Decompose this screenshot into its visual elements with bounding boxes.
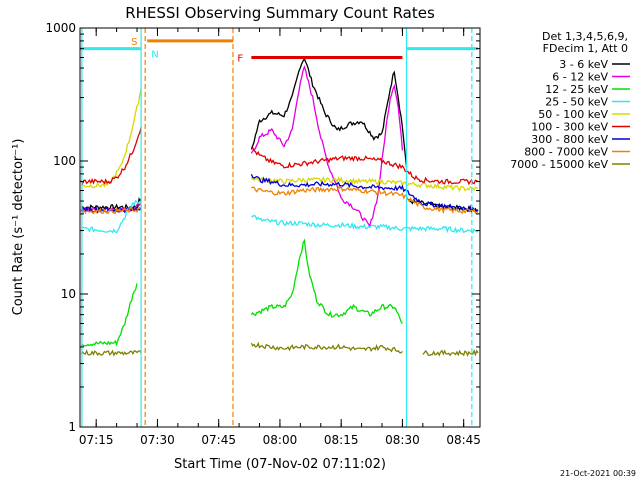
x-tick-label-3: 08:00 bbox=[263, 433, 298, 447]
x-tick-label-2: 07:45 bbox=[201, 433, 236, 447]
legend-label-0: 3 - 6 keV bbox=[559, 58, 608, 71]
series-line-7-1 bbox=[251, 185, 479, 215]
series-line-8-1 bbox=[250, 341, 403, 354]
series-line-2-1 bbox=[250, 238, 403, 324]
series-line-7-0 bbox=[80, 206, 142, 215]
y-tick-label-0: 1 bbox=[68, 420, 76, 434]
series-line-8-2 bbox=[422, 348, 479, 357]
series-line-4-1 bbox=[250, 175, 479, 192]
legend-label-6: 300 - 800 keV bbox=[531, 133, 608, 146]
series-line-6-1 bbox=[250, 173, 479, 214]
chart-title: RHESSI Observing Summary Count Rates bbox=[125, 4, 435, 22]
series-line-0-1 bbox=[250, 57, 408, 168]
legend-label-8: 7000 - 15000 keV bbox=[510, 158, 608, 171]
y-tick-label-2: 100 bbox=[53, 154, 76, 168]
series-line-3-0 bbox=[81, 199, 142, 234]
x-axis-label: Start Time (07-Nov-02 07:11:02) bbox=[174, 457, 386, 472]
x-tick-label-5: 08:30 bbox=[385, 433, 420, 447]
series-line-5-0 bbox=[80, 126, 142, 185]
legend-header-0: Det 1,3,4,5,6,9, bbox=[542, 30, 628, 43]
series-line-3-1 bbox=[251, 214, 479, 234]
series-line-5-1 bbox=[250, 146, 479, 186]
legend-label-7: 800 - 7000 keV bbox=[524, 146, 608, 159]
legend-label-3: 25 - 50 keV bbox=[545, 96, 608, 109]
legend-header-1: FDecim 1, Att 0 bbox=[543, 42, 628, 55]
legend-label-4: 50 - 100 keV bbox=[538, 108, 608, 121]
footer-timestamp: 21-Oct-2021 00:39 bbox=[560, 469, 636, 478]
overlay-layer: S N F bbox=[80, 28, 478, 427]
series-line-2-0 bbox=[80, 283, 138, 347]
x-tick-label-0: 07:15 bbox=[79, 433, 114, 447]
legend-label-2: 12 - 25 keV bbox=[545, 83, 608, 96]
legend-label-5: 100 - 300 keV bbox=[531, 121, 608, 134]
series-layer bbox=[80, 57, 479, 357]
legend-label-1: 6 - 12 keV bbox=[552, 71, 608, 84]
marker-label-0: S bbox=[131, 37, 137, 48]
y-tick-label-1: 10 bbox=[61, 287, 76, 301]
marker-label-1: N bbox=[151, 50, 158, 61]
series-line-8-0 bbox=[80, 349, 142, 357]
axis-layer: 1 10 100 1000 07:15 07:30 07:45 08:00 08:15 08:30… bbox=[45, 21, 481, 447]
marker-label-2: F bbox=[237, 54, 243, 65]
x-tick-label-4: 08:15 bbox=[324, 433, 359, 447]
legend: Det 1,3,4,5,6,9,FDecim 1, Att 0 3 - 6 keV… bbox=[510, 30, 630, 171]
series-line-4-0 bbox=[80, 88, 142, 189]
x-tick-label-1: 07:30 bbox=[140, 433, 175, 447]
series-line-6-0 bbox=[80, 205, 142, 215]
y-axis-label: Count Rate (s⁻¹ detector⁻¹) bbox=[11, 139, 26, 316]
series-line-1-1 bbox=[250, 64, 404, 229]
y-tick-label-3: 1000 bbox=[45, 21, 76, 35]
x-tick-label-6: 08:45 bbox=[446, 433, 481, 447]
